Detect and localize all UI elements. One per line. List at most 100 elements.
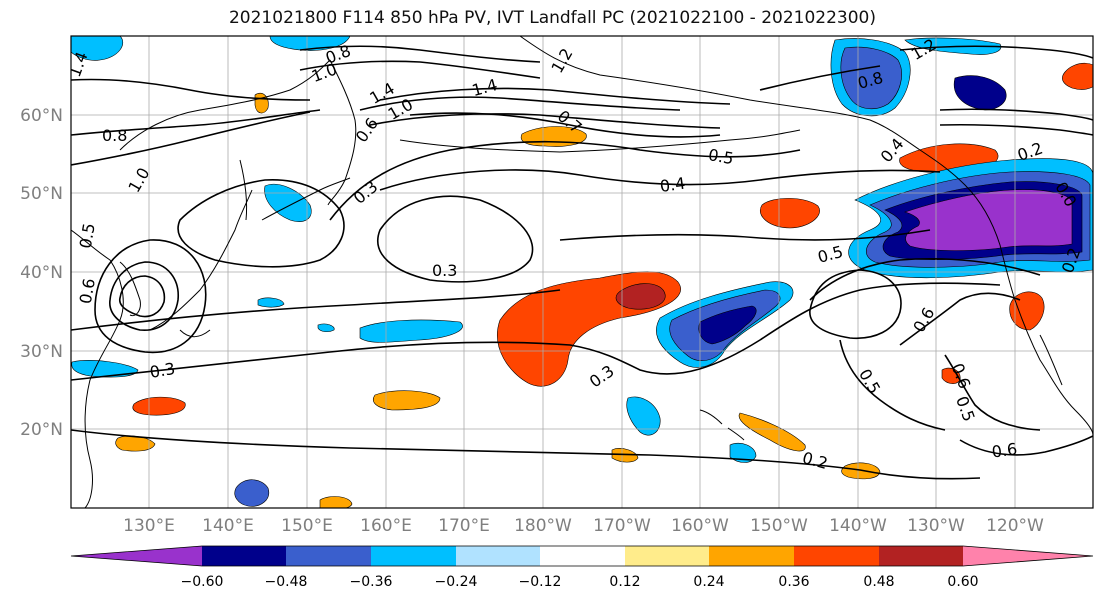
pv-contours <box>71 45 1093 480</box>
anomaly-negative-south-b <box>626 396 661 436</box>
colorbar-segment <box>202 546 286 566</box>
colorbar-outline <box>70 545 1094 567</box>
colorbar-tick-label: −0.60 <box>181 574 224 590</box>
contour-low-east-asia-2 <box>118 275 166 318</box>
contour-label: 0.6 <box>991 439 1019 461</box>
coast-okhotsk <box>119 59 331 151</box>
colorbar-tick-label: −0.12 <box>519 574 562 590</box>
map-border <box>70 35 1094 509</box>
contour-0.2-south <box>71 429 981 480</box>
anomaly-positive-south3 <box>738 412 806 452</box>
contour-0.6-c <box>959 435 1093 456</box>
anomaly-positive-alaska <box>1062 62 1093 90</box>
lon-label: 130°E <box>123 516 175 536</box>
anomaly-negative-south-a <box>71 360 139 378</box>
contour-0.5-a <box>329 140 801 221</box>
colorbar-tick-label: −0.48 <box>265 574 308 590</box>
colorbar-segments <box>70 545 1094 567</box>
coast-hawaii <box>699 409 745 441</box>
lat-axis: 60°N 50°N 40°N 30°N 20°N <box>20 106 63 440</box>
contour-1.4-c <box>759 65 881 91</box>
anomaly-negative-midpac-3 <box>698 305 757 345</box>
lon-axis: 130°E 140°E 150°E 160°E 170°E 180°W 170°… <box>123 516 1044 536</box>
contour-0.6-d <box>809 258 1041 301</box>
coast-aleutians <box>399 129 801 153</box>
anomaly-negative-small <box>257 297 285 308</box>
lon-label: 160°W <box>671 516 729 536</box>
colorbar-extend-min <box>71 546 202 566</box>
contour-0.7 <box>409 112 721 138</box>
contour-loop-gulf <box>809 269 902 340</box>
coast-kuril <box>261 177 351 221</box>
coast-baja <box>1039 334 1063 386</box>
lon-label: 180°W <box>514 516 572 536</box>
colorbar-tick-label: 0.12 <box>609 574 640 590</box>
lat-label: 30°N <box>20 342 63 362</box>
anomaly-positive-south1 <box>132 396 186 416</box>
contour-1.2-a <box>369 113 721 129</box>
contour-1.0-a <box>71 111 311 166</box>
contour-1.4-a <box>71 78 311 101</box>
colorbar: −0.60 −0.48 −0.36 −0.24 −0.12 0.12 0.24 … <box>70 545 1094 590</box>
contour-0.4 <box>379 169 941 191</box>
contour-label: 0.6 <box>76 277 99 305</box>
lon-label: 120°W <box>986 516 1044 536</box>
map-content: 1.4 0.8 1.0 0.8 1.4 1.4 1.0 1.2 0.8 1.0 … <box>71 36 1093 508</box>
lat-label: 50°N <box>20 184 63 204</box>
lon-label: 170°E <box>438 516 490 536</box>
anomaly-positive-coast <box>1009 291 1045 331</box>
colorbar-segment <box>794 546 879 566</box>
anomaly-positive-south6 <box>319 496 353 508</box>
lat-label: 20°N <box>20 420 63 440</box>
colorbar-tick-label: 0.24 <box>693 574 724 590</box>
lon-label: 170°W <box>593 516 651 536</box>
contour-0.3-a <box>71 282 1001 381</box>
lon-label: 150°W <box>750 516 808 536</box>
colorbar-segment <box>540 546 625 566</box>
coast-sakhalin <box>239 159 248 221</box>
lon-label: 140°E <box>202 516 254 536</box>
colorbar-ticks: −0.60 −0.48 −0.36 −0.24 −0.12 0.12 0.24 … <box>181 574 979 590</box>
contour-label: 0.5 <box>76 222 99 250</box>
colorbar-segment <box>709 546 794 566</box>
contour-low-east-asia-3 <box>94 239 207 354</box>
anomaly-negative-alaska-3 <box>953 75 1007 111</box>
colorbar-tick-label: 0.36 <box>778 574 809 590</box>
anomaly-negative-nw <box>71 36 124 61</box>
contour-west-ridge <box>177 179 345 268</box>
contour-label: 0.4 <box>659 174 687 196</box>
coast-japan <box>149 189 253 338</box>
lon-label: 160°E <box>360 516 412 536</box>
anomaly-positive-central-core <box>615 283 666 310</box>
lat-label: 40°N <box>20 263 63 283</box>
contour-0.5-c <box>839 339 946 431</box>
contour-0.5-b <box>559 229 931 241</box>
contour-0.6-b <box>944 354 1041 431</box>
coast-kamchatka <box>327 59 357 206</box>
contour-0.6-a <box>899 292 1021 346</box>
anomaly-negative-south-c <box>234 479 270 507</box>
contour-1.0-c <box>359 96 681 111</box>
contour-1.4-b <box>379 87 731 105</box>
contour-label: 0.8 <box>102 126 127 145</box>
anomaly-negative-west2 <box>264 184 312 222</box>
coastlines <box>71 36 1093 508</box>
contour-0.3-loop <box>377 195 534 283</box>
anomaly-positive-south2 <box>372 390 441 411</box>
colorbar-tick-label: 0.60 <box>947 574 978 590</box>
colorbar-tick-label: −0.24 <box>435 574 478 590</box>
contour-0.3-b <box>71 289 561 331</box>
anomaly-negative-alaska-2 <box>840 46 902 110</box>
lon-label: 150°E <box>281 516 333 536</box>
coast-asia <box>71 229 124 508</box>
colorbar-segment <box>371 546 456 566</box>
colorbar-tick-label: 0.48 <box>863 574 894 590</box>
colorbar-tick-label: −0.36 <box>350 574 393 590</box>
contour-1.4-e <box>939 123 1093 136</box>
lon-label: 140°W <box>829 516 887 536</box>
lon-label: 130°W <box>907 516 965 536</box>
anomaly-positive-east <box>760 198 820 229</box>
colorbar-segment <box>456 546 540 566</box>
map-title: 2021021800 F114 850 hPa PV, IVT Landfall… <box>228 8 876 28</box>
anomaly-negative-small2 <box>317 323 335 333</box>
